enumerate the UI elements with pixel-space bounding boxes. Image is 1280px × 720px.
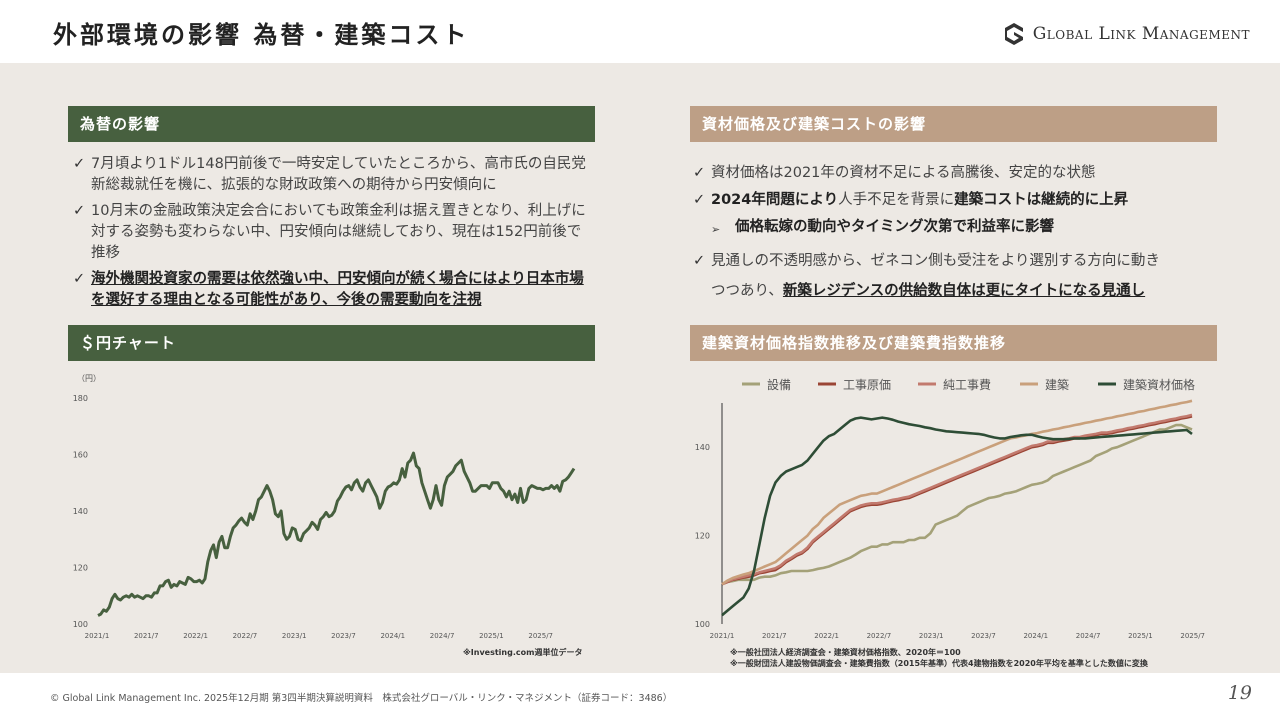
check-icon: ✓ <box>693 192 706 208</box>
fx-bullet-3: ✓ 海外機関投資家の需要は依然強い中、円安傾向が続く場合にはより日本市場を選好す… <box>73 269 593 311</box>
header-bar: 外部環境の影響 為替・建築コスト Global Link Management <box>0 0 1280 63</box>
y-tick-label: 180 <box>73 394 88 403</box>
check-icon: ✓ <box>73 156 86 172</box>
usdjpy-series-line <box>97 451 576 617</box>
fx-bullet-text: 海外機関投資家の需要は依然強い中、円安傾向が続く場合にはより日本市場を選好する理… <box>91 271 584 308</box>
footer-copyright: © Global Link Management Inc. 2025年12月期 … <box>50 693 673 704</box>
page-title: 外部環境の影響 為替・建築コスト <box>53 21 470 49</box>
cost-bullets: ✓ 資材価格は2021年の資材不足による高騰後、安定的な状態 ✓ 2024年問題… <box>693 162 1223 311</box>
legend-label: 建築資材価格 <box>1123 377 1195 392</box>
cost-bullet-3: ✓ 見通しの不透明感から、ゼネコン側も受注をより選別する方向に動き つつあり、新築… <box>693 246 1223 306</box>
x-tick-label: 2022/1 <box>183 632 208 640</box>
usdjpy-chart: （円） 100 120 140 160 180 2021/1 2021/7 2022/1 20… <box>73 374 576 640</box>
x-tick-label: 2024/7 <box>430 632 455 640</box>
cost-sub-text: 価格転嫁の動向やタイミング次第で利益率に影響 <box>735 219 1054 235</box>
y-tick-label: 100 <box>73 620 88 629</box>
series-line <box>721 416 1193 617</box>
x-tick-label: 2023/1 <box>282 632 307 640</box>
x-tick-label: 2021/7 <box>134 632 159 640</box>
y-tick-label: 140 <box>73 507 88 516</box>
fx-bullet-text: 7月頃より1ドル148円前後で一時安定していたところから、高市氏の自民党新総裁就… <box>91 156 586 193</box>
index-note-2: ※一般財団法人建設物価調査会・建築費指数（2015年基準）代表4建物指数を202… <box>730 659 1148 668</box>
x-tick-label: 2021/7 <box>762 632 787 640</box>
company-logo: Global Link Management <box>1003 22 1250 46</box>
y-tick-label: 160 <box>73 451 88 460</box>
x-tick-label: 2024/7 <box>1076 632 1101 640</box>
legend-label: 建築 <box>1045 377 1069 392</box>
cost-bullet-part: 見通しの不透明感から、ゼネコン側も受注をより選別する方向に動き <box>711 253 1160 269</box>
fx-bullet-2: ✓ 10月末の金融政策決定会合においても政策金利は据え置きとなり、利上げに対する… <box>73 201 593 264</box>
x-tick-label: 2021/1 <box>710 632 735 640</box>
x-tick-label: 2025/1 <box>479 632 504 640</box>
y-tick-label: 120 <box>695 532 710 541</box>
cost-bullet-text: 資材価格は2021年の資材不足による高騰後、安定的な状態 <box>711 165 1096 181</box>
cost-bullet-text: 見通しの不透明感から、ゼネコン側も受注をより選別する方向に動き つつあり、新築レジ… <box>711 246 1223 306</box>
arrow-right-icon: ➢ <box>711 223 721 236</box>
usdjpy-unit-label: （円） <box>77 374 101 383</box>
cost-sub-bullet: ➢ 価格転嫁の動向やタイミング次第で利益率に影響 <box>711 216 1223 241</box>
fx-bullets: ✓ 7月頃より1ドル148円前後で一時安定していたところから、高市氏の自民党新総… <box>73 154 593 316</box>
x-tick-label: 2022/1 <box>814 632 839 640</box>
cost-bullet-bold: 新築レジデンスの供給数自体は更にタイトになる見通し <box>782 283 1146 299</box>
index-panel-header: 建築資材価格指数推移及び建築費指数推移 <box>690 325 1217 361</box>
cost-panel-header: 資材価格及び建築コストの影響 <box>690 106 1217 142</box>
cost-bullet-2: ✓ 2024年問題により人手不足を背景に建築コストは継続的に上昇 <box>693 189 1223 211</box>
x-tick-label: 2023/7 <box>971 632 996 640</box>
x-tick-label: 2022/7 <box>233 632 258 640</box>
x-tick-label: 2022/7 <box>867 632 892 640</box>
cost-bullet-mid: 人手不足を背景に <box>838 192 955 208</box>
cost-bullet-1: ✓ 資材価格は2021年の資材不足による高騰後、安定的な状態 <box>693 162 1223 184</box>
fx-bullet-text: 10月末の金融政策決定会合においても政策金利は据え置きとなり、利上げに対する姿勢… <box>91 203 586 261</box>
footer-bar: © Global Link Management Inc. 2025年12月期 … <box>0 673 1280 720</box>
check-icon: ✓ <box>73 271 86 287</box>
cost-bullet-part: つつあり、 <box>711 283 783 299</box>
gs-monogram-icon <box>1004 23 1023 45</box>
x-tick-label: 2025/7 <box>528 632 553 640</box>
x-tick-label: 2021/1 <box>85 632 110 640</box>
series-line <box>721 413 1193 586</box>
fx-panel-header: 為替の影響 <box>68 106 595 142</box>
x-tick-label: 2025/1 <box>1128 632 1153 640</box>
index-note-1: ※一般社団法人経済調査会・建築資材価格指数、2020年＝100 <box>730 648 961 657</box>
y-tick-label: 140 <box>695 443 710 452</box>
y-tick-label: 100 <box>695 620 710 629</box>
cost-bullet-bold: 2024年問題により <box>711 192 839 208</box>
usdjpy-source-note: ※Investing.com週単位データ <box>463 648 583 657</box>
x-tick-label: 2025/7 <box>1180 632 1205 640</box>
x-tick-label: 2023/1 <box>919 632 944 640</box>
check-icon: ✓ <box>693 253 706 269</box>
x-tick-label: 2024/1 <box>1023 632 1048 640</box>
check-icon: ✓ <box>73 203 86 219</box>
legend-label: 純工事費 <box>943 377 991 392</box>
series-line <box>721 415 1193 586</box>
usdjpy-panel-header: ＄円チャート <box>68 325 595 361</box>
legend-label: 工事原価 <box>843 378 891 392</box>
x-tick-label: 2023/7 <box>331 632 356 640</box>
index-chart: 設備 工事原価 純工事費 建築 建築資材価格 100 120 140 2021/1 2021/… <box>695 377 1205 640</box>
series-line <box>721 423 1193 586</box>
page-number: 19 <box>1227 682 1252 704</box>
x-tick-label: 2024/1 <box>380 632 405 640</box>
fx-bullet-1: ✓ 7月頃より1ドル148円前後で一時安定していたところから、高市氏の自民党新総… <box>73 154 593 196</box>
cost-bullet-text: 2024年問題により人手不足を背景に建築コストは継続的に上昇 <box>711 189 1223 211</box>
check-icon: ✓ <box>693 165 706 181</box>
series-line <box>721 399 1193 586</box>
cost-bullet-bold: 建築コストは継続的に上昇 <box>954 192 1129 208</box>
y-tick-label: 120 <box>73 564 88 573</box>
legend-label: 設備 <box>767 377 791 392</box>
logo-text: Global Link Management <box>1032 24 1250 44</box>
